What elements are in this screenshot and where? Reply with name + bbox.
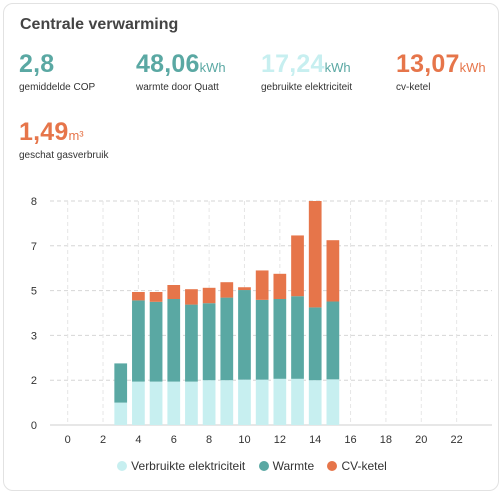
y-tick-label: 7	[31, 241, 37, 253]
x-tick-label: 22	[451, 434, 463, 446]
bar-segment-boiler	[220, 282, 234, 298]
bar-segment-boiler	[326, 240, 340, 302]
bar-segment-heat	[255, 299, 269, 380]
x-tick-label: 4	[135, 434, 141, 446]
stat-gas-value: 1,49	[19, 118, 69, 146]
card-title: Centrale verwarming	[20, 16, 179, 33]
stat-cop: 2,8 gemiddelde COP	[19, 50, 95, 93]
chart-legend: Verbruikte elektriciteit Warmte CV-ketel	[4, 459, 500, 473]
bar-segment-heat	[273, 299, 287, 379]
bar-segment-heat	[167, 299, 181, 382]
stat-heat-unit: kWh	[199, 60, 226, 75]
bar-segment-electricity	[238, 379, 251, 425]
x-tick-label: 14	[309, 434, 321, 446]
legend-item-electricity[interactable]: Verbruikte elektriciteit	[117, 459, 245, 473]
x-tick-label: 8	[206, 434, 212, 446]
bar-segment-boiler	[255, 270, 269, 300]
heating-card: Centrale verwarming 2,8 gemiddelde COP 4…	[3, 3, 499, 491]
legend-label-boiler: CV-ketel	[341, 459, 387, 473]
bar-segment-boiler	[149, 292, 163, 302]
energy-bar-chart: 0 2 3 5 7 8 0 2 4 6 8 10 12 14 16 18 20 22	[31, 196, 492, 446]
stat-boiler-unit: kWh	[459, 60, 486, 75]
bar-segment-heat	[132, 300, 145, 382]
bar-segment-electricity	[326, 379, 340, 425]
bar-segment-electricity	[255, 379, 269, 425]
y-tick-label: 5	[31, 286, 37, 298]
legend-dot-heat	[258, 461, 269, 471]
x-tick-label: 6	[171, 434, 177, 446]
bar-segment-electricity	[273, 378, 287, 425]
bar-segment-electricity	[185, 381, 198, 425]
bar-segment-electricity	[167, 381, 181, 425]
x-tick-label: 2	[100, 434, 106, 446]
stat-cop-label: gemiddelde COP	[19, 82, 96, 93]
x-tick-label: 18	[380, 434, 392, 446]
legend-item-heat[interactable]: Warmte	[258, 459, 315, 473]
legend-item-boiler[interactable]: CV-ketel	[327, 459, 387, 473]
bar-segment-heat	[291, 296, 304, 379]
bar-segment-heat	[202, 303, 216, 381]
legend-dot-boiler	[327, 461, 338, 471]
stat-gas-unit: m³	[68, 128, 84, 143]
bar-segment-heat	[308, 307, 322, 381]
bar-segment-electricity	[149, 381, 163, 425]
stat-boiler: 13,07kWh cv-ketel	[396, 50, 486, 93]
bar-segment-electricity	[291, 378, 304, 425]
bar-segment-electricity	[114, 402, 128, 425]
bar-segment-boiler	[308, 201, 322, 308]
x-tick-label: 12	[274, 434, 286, 446]
stat-heat: 48,06kWh warmte door Quatt	[136, 50, 226, 93]
bar-segment-boiler	[273, 273, 287, 299]
y-tick-label: 0	[31, 420, 37, 432]
y-tick-label: 8	[31, 196, 37, 208]
stat-gas: 1,49m³ geschat gasverbruik	[19, 118, 109, 161]
x-tick-label: 20	[415, 434, 427, 446]
bar-segment-boiler	[132, 292, 145, 301]
bar-segment-electricity	[132, 381, 145, 425]
bar-segment-heat	[149, 301, 163, 382]
x-tick-label: 16	[344, 434, 356, 446]
legend-label-electricity: Verbruikte elektriciteit	[131, 459, 246, 473]
y-tick-label: 3	[31, 330, 37, 342]
bar-segment-boiler	[238, 287, 251, 291]
stat-boiler-value: 13,07	[396, 50, 460, 78]
stat-electricity-label: gebruikte elektriciteit	[261, 82, 353, 93]
bar-segment-boiler	[167, 285, 181, 299]
stat-gas-label: geschat gasverbruik	[19, 150, 109, 161]
bar-segment-heat	[326, 301, 340, 380]
stat-heat-label: warmte door Quatt	[136, 82, 219, 93]
legend-dot-electricity	[117, 461, 128, 471]
bar-segment-heat	[114, 363, 128, 403]
bar-segment-boiler	[291, 235, 304, 297]
legend-label-heat: Warmte	[272, 459, 315, 473]
stat-boiler-label: cv-ketel	[396, 82, 431, 93]
bar-segment-boiler	[202, 287, 216, 304]
bar-segment-electricity	[308, 380, 322, 425]
bar-segment-electricity	[202, 380, 216, 425]
bar-segment-heat	[220, 297, 234, 381]
y-tick-label: 2	[31, 375, 37, 387]
stat-heat-value: 48,06	[136, 50, 200, 78]
bar-segment-heat	[238, 290, 251, 380]
stat-electricity-value: 17,24	[261, 50, 325, 78]
bar-segment-boiler	[185, 289, 198, 305]
stat-electricity: 17,24kWh gebruikte elektriciteit	[261, 50, 352, 93]
x-tick-label: 0	[65, 434, 71, 446]
bar-segment-electricity	[220, 380, 234, 425]
x-tick-label: 10	[238, 434, 250, 446]
bar-segment-heat	[185, 304, 198, 382]
stat-cop-value: 2,8	[19, 50, 55, 78]
stat-electricity-unit: kWh	[324, 60, 351, 75]
